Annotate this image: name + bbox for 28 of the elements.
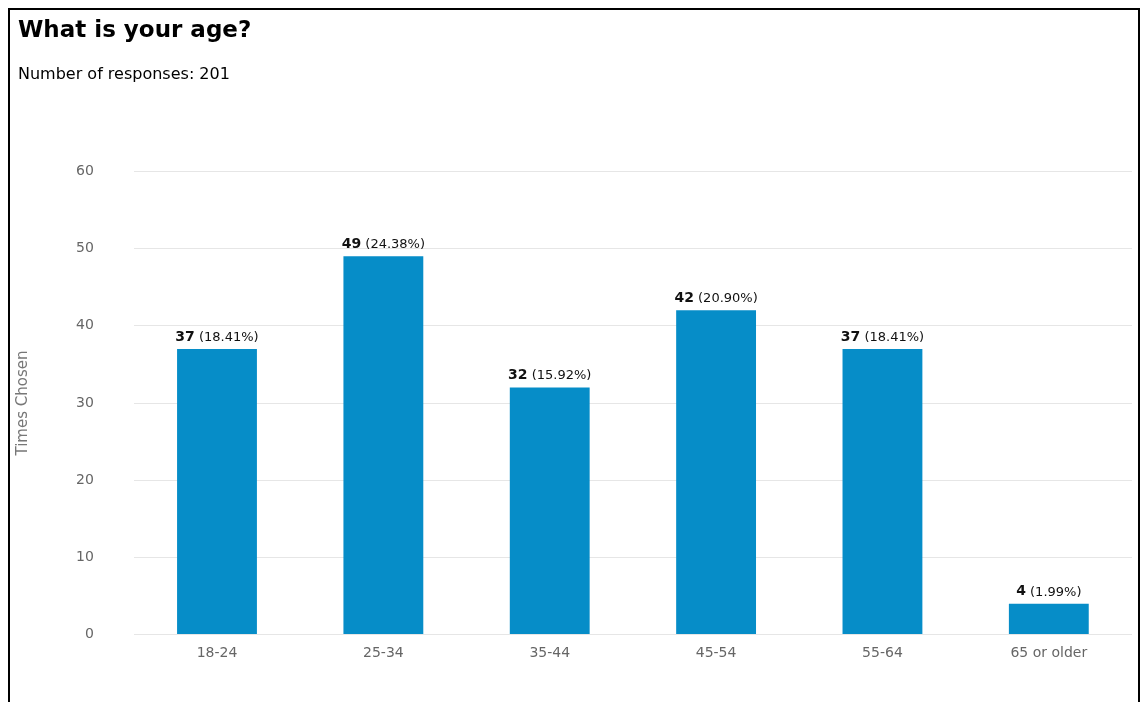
- x-tick-label: 35-44: [529, 643, 571, 660]
- data-label: 42 (20.90%): [674, 289, 758, 306]
- y-tick-label: 0: [84, 625, 94, 642]
- bar: [1008, 603, 1089, 635]
- y-tick-label: 20: [75, 470, 94, 487]
- y-axis-title: Times Chosen: [12, 350, 31, 457]
- bar: [676, 310, 757, 635]
- data-label: 37 (18.41%): [840, 327, 925, 344]
- x-tick-label: 45-54: [695, 643, 737, 660]
- x-tick-label: 18-24: [196, 643, 238, 660]
- bar: [177, 348, 257, 635]
- chart-subtitle: Number of responses: 201: [18, 64, 231, 83]
- data-label: 32 (15.92%): [508, 366, 592, 383]
- data-label: 49 (24.38%): [341, 234, 426, 252]
- y-tick-label: 30: [75, 393, 94, 410]
- x-tick-label: 25-34: [363, 643, 404, 660]
- x-tick-label: 65 or older: [1010, 643, 1088, 660]
- bar: [509, 387, 590, 635]
- y-tick-label: 60: [75, 162, 94, 179]
- bar: [343, 256, 424, 635]
- y-tick-label: 40: [75, 316, 94, 333]
- data-label: 37 (18.41%): [175, 327, 259, 344]
- y-tick-label: 10: [75, 548, 94, 565]
- bar: [842, 348, 923, 635]
- chart-title: What is your age?: [18, 16, 253, 42]
- y-tick-label: 50: [75, 239, 94, 256]
- data-label: 4 (1.99%): [1016, 582, 1082, 599]
- x-tick-label: 55-64: [862, 643, 903, 660]
